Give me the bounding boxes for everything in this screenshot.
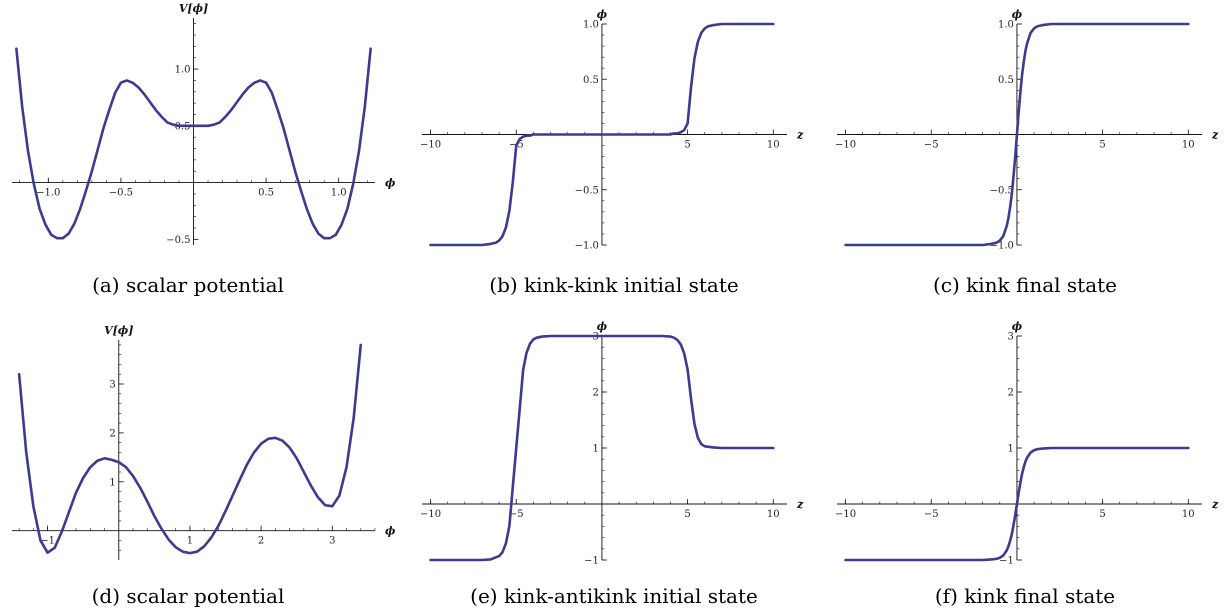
y-tick-label: 1 (1008, 444, 1014, 455)
panel-f-kink-final: −10 −5 5 10 −1 1 2 3ϕ z (f) kink final state (835, 320, 1219, 608)
series-line (844, 446, 1190, 562)
y-tick-label: 0.5 (583, 75, 599, 86)
x-tick-label: −1 (40, 536, 55, 547)
x-tick-label: −0.5 (109, 188, 133, 199)
panel-caption: (f) kink final state (935, 584, 1115, 608)
x-tick-label: −10 (835, 140, 856, 151)
panel-d-scalar-potential: −1 1 2 3 1 2 3 V[ϕ] ϕ (d) scalar potential (12, 324, 396, 608)
panel-caption: (e) kink-antikink initial state (470, 584, 758, 608)
x-tick-label: 5 (684, 509, 690, 520)
y-tick-label: −0.5 (575, 185, 599, 196)
series-line (15, 47, 372, 240)
x-tick-label: 10 (767, 509, 780, 520)
y-tick-label: 1 (109, 477, 115, 488)
x-tick-label: −5 (509, 509, 524, 520)
x-tick-label: 5 (684, 140, 690, 151)
y-tick-label: 3 (1008, 332, 1014, 343)
panel-b-kink-kink-initial: −10 −5 5 10−1.0−0.50.51.0ϕz(b) kink-kink in… (420, 8, 804, 297)
panel-a-scalar-potential: −1.0 −0.5 0.5 1.0−0.50.51.0V[ϕ]ϕ(a) scalar … (12, 2, 396, 297)
y-axis-label: ϕ (597, 8, 608, 21)
y-tick-label: 0.5 (998, 75, 1014, 86)
panel-caption: (b) kink-kink initial state (489, 273, 738, 297)
x-tick-label: 0.5 (258, 188, 274, 199)
series-line (17, 343, 363, 555)
panel-caption: (c) kink final state (933, 273, 1117, 297)
x-tick-label: −1.0 (36, 188, 60, 199)
y-tick-label: −0.5 (166, 235, 190, 246)
panel-caption: (d) scalar potential (92, 584, 285, 608)
y-tick-label: −1.0 (990, 241, 1014, 252)
x-axis-label: z (1211, 129, 1219, 142)
y-axis-label: ϕ (597, 320, 608, 333)
y-tick-label: 1.0 (583, 20, 599, 31)
y-tick-label: 1 (593, 444, 599, 455)
x-tick-label: −10 (420, 509, 441, 520)
y-axis-label: V[ϕ] (179, 2, 208, 15)
x-tick-label: −5 (924, 140, 939, 151)
x-tick-label: 1 (187, 536, 193, 547)
x-tick-label: −10 (835, 509, 856, 520)
x-tick-label: 3 (329, 536, 335, 547)
y-tick-label: −1 (999, 556, 1014, 567)
y-tick-label: 3 (109, 380, 115, 391)
x-tick-label: 5 (1099, 140, 1105, 151)
x-tick-label: 1.0 (331, 188, 347, 199)
x-tick-label: 5 (1099, 509, 1105, 520)
x-tick-label: −5 (924, 509, 939, 520)
y-tick-label: 2 (1008, 388, 1014, 399)
panel-c-kink-final: −10 −5 5 10 −1.0 −0.5 0.5 1.0ϕ z (c) kink final s… (835, 8, 1219, 297)
series-line (429, 22, 775, 247)
y-tick-label: 2 (109, 428, 115, 439)
y-tick-label: 2 (593, 388, 599, 399)
y-tick-label: 1.0 (998, 20, 1014, 31)
x-tick-label: 2 (258, 536, 264, 547)
y-axis-label: ϕ (1012, 8, 1023, 21)
y-tick-label: 1.0 (175, 65, 191, 76)
x-tick-label: 10 (767, 140, 780, 151)
y-tick-label: −1.0 (575, 241, 599, 252)
x-axis-label: z (796, 498, 804, 511)
x-axis-label: ϕ (385, 177, 396, 190)
y-axis-label: V[ϕ] (104, 324, 133, 337)
panel-caption: (a) scalar potential (92, 273, 284, 297)
x-tick-label: 10 (1182, 140, 1195, 151)
y-tick-label: −0.5 (990, 185, 1014, 196)
x-axis-label: z (796, 129, 804, 142)
x-tick-label: 10 (1182, 509, 1195, 520)
series-line (429, 334, 775, 562)
x-tick-label: −10 (420, 140, 441, 151)
x-axis-label: ϕ (385, 525, 396, 538)
y-tick-label: −1 (584, 556, 599, 567)
series-line (844, 22, 1190, 247)
y-axis-label: ϕ (1012, 320, 1023, 333)
x-axis-label: z (1211, 498, 1219, 511)
